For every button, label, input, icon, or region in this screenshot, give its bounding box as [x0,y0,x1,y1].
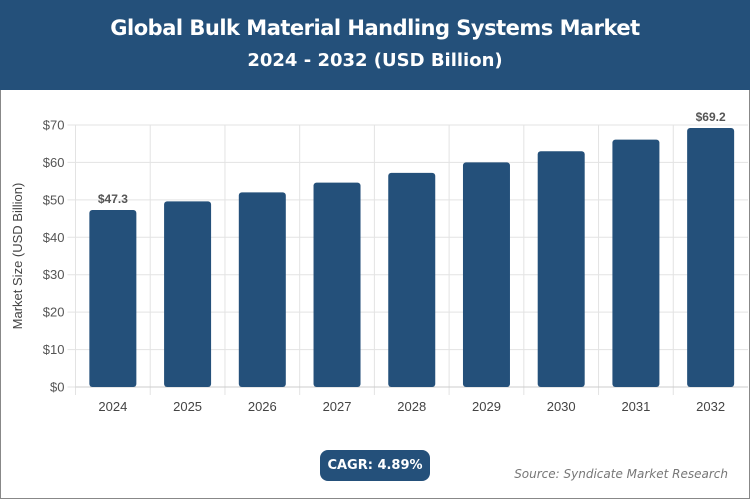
bar-2029 [462,162,510,387]
y-tick-label: $20 [43,305,65,320]
y-tick-label: $70 [43,118,65,133]
x-tick-label: 2031 [621,399,650,414]
x-tick-label: 2028 [397,399,426,414]
data-label: $47.3 [98,192,128,206]
y-tick-label: $10 [43,342,65,357]
data-label: $69.2 [696,110,726,124]
x-tick-label: 2027 [323,399,352,414]
x-tick-label: 2024 [98,399,127,414]
bar-2030 [537,151,585,387]
bar-2026 [238,192,286,387]
source-note: Source: Syndicate Market Research [514,467,728,481]
y-tick-label: $30 [43,267,65,282]
y-tick-label: $0 [50,380,64,395]
bar-chart: $0 $10 $20 $30 $40 $50 $60 $70 2024 $47.3 2025 2026… [10,110,748,414]
y-axis-label: Market Size (USD Billion) [10,183,25,330]
bar-2032 [687,127,735,387]
bar-2028 [388,172,436,387]
bar-2027 [313,182,361,387]
bar-2025 [164,201,212,387]
chart-header: Global Bulk Material Handling Systems Ma… [0,0,750,90]
chart-subtitle: 2024 - 2032 (USD Billion) [247,50,503,71]
x-tick-label: 2029 [472,399,501,414]
chart-title: Global Bulk Material Handling Systems Ma… [110,16,640,40]
cagr-badge: CAGR: 4.89% [320,450,430,481]
y-tick-label: $50 [43,192,65,207]
y-tick-label: $60 [43,155,65,170]
y-tick-label: $40 [43,230,65,245]
x-tick-label: 2025 [173,399,202,414]
x-tick-label: 2030 [547,399,576,414]
x-tick-label: 2032 [696,399,725,414]
x-tick-label: 2026 [248,399,277,414]
bar-2031 [612,139,660,387]
bar-2024 [89,209,137,387]
